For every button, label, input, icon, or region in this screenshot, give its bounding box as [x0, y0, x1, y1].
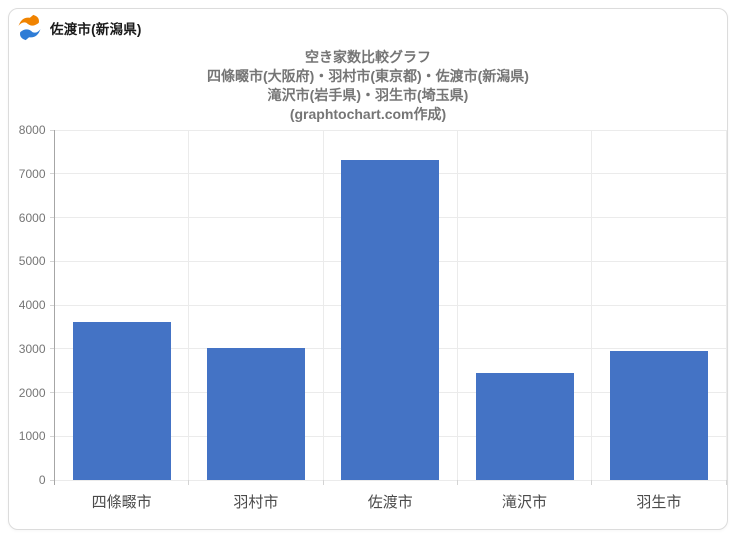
- x-axis-tick: [188, 480, 190, 485]
- x-category-label: 羽村市: [233, 494, 279, 511]
- gridline-horizontal: [54, 479, 726, 481]
- x-axis-tick: [725, 480, 727, 485]
- y-axis-tick: [49, 348, 55, 350]
- gridline-vertical: [725, 130, 727, 480]
- x-axis-tick: [456, 480, 458, 485]
- bar-四條畷市[interactable]: [72, 321, 171, 480]
- y-tick-label: 8000: [18, 123, 46, 137]
- chart-card: 佐渡市(新潟県) 空き家数比較グラフ 四條畷市(大阪府)・羽村市(東京都)・佐渡…: [8, 8, 728, 530]
- y-axis-tick: [49, 392, 55, 393]
- graphtochart-logo-icon[interactable]: [16, 14, 43, 41]
- y-axis-line: [54, 130, 55, 485]
- y-axis-tick: [49, 129, 55, 131]
- chart-title-line-3: 滝沢市(岩手県)・羽生市(埼玉県): [267, 87, 469, 103]
- y-tick-label: 6000: [18, 210, 46, 225]
- bar-滝沢市[interactable]: [475, 372, 574, 480]
- x-axis-tick: [591, 480, 593, 485]
- bar-chart-plot-area: 0 1000 2000 3000 4000 5000 6000 7000 8000 四條畷市 羽村市…: [9, 9, 727, 529]
- bar-羽村市[interactable]: [206, 348, 305, 480]
- gridline-vertical: [322, 130, 324, 480]
- site-label[interactable]: 佐渡市(新潟県): [50, 21, 142, 37]
- y-axis-tick: [49, 435, 55, 437]
- y-tick-label: 0: [38, 473, 46, 487]
- gridline-horizontal: [54, 129, 726, 131]
- chart-title-line-2: 四條畷市(大阪府)・羽村市(東京都)・佐渡市(新潟県): [207, 68, 529, 84]
- x-category-label: 佐渡市: [367, 494, 413, 511]
- y-tick-label: 5000: [18, 254, 46, 269]
- y-axis-tick: [49, 217, 55, 218]
- chart-title-line-1: 空き家数比較グラフ: [305, 49, 431, 65]
- y-tick-label: 3000: [18, 341, 46, 356]
- y-axis-tick: [49, 479, 55, 481]
- gridline-vertical: [456, 130, 458, 480]
- y-tick-label: 2000: [18, 385, 46, 400]
- x-category-label: 羽生市: [636, 494, 682, 511]
- chart-title: 空き家数比較グラフ 四條畷市(大阪府)・羽村市(東京都)・佐渡市(新潟県) 滝沢…: [9, 48, 727, 124]
- y-axis-tick: [49, 260, 55, 262]
- y-tick-label: 1000: [18, 429, 46, 444]
- chart-title-line-4: (graphtochart.com作成): [289, 106, 447, 122]
- y-axis-tick: [49, 304, 55, 306]
- bar-佐渡市[interactable]: [341, 160, 440, 480]
- y-tick-label: 7000: [18, 166, 46, 181]
- site-header: 佐渡市(新潟県): [16, 14, 142, 41]
- x-axis-tick: [322, 480, 324, 485]
- y-tick-label: 4000: [18, 298, 46, 312]
- gridline-vertical: [591, 130, 593, 480]
- x-category-label: 滝沢市: [502, 494, 548, 511]
- gridline-vertical: [188, 130, 190, 480]
- y-axis-tick: [49, 173, 55, 175]
- bar-羽生市[interactable]: [609, 351, 708, 480]
- x-category-label: 四條畷市: [91, 494, 152, 511]
